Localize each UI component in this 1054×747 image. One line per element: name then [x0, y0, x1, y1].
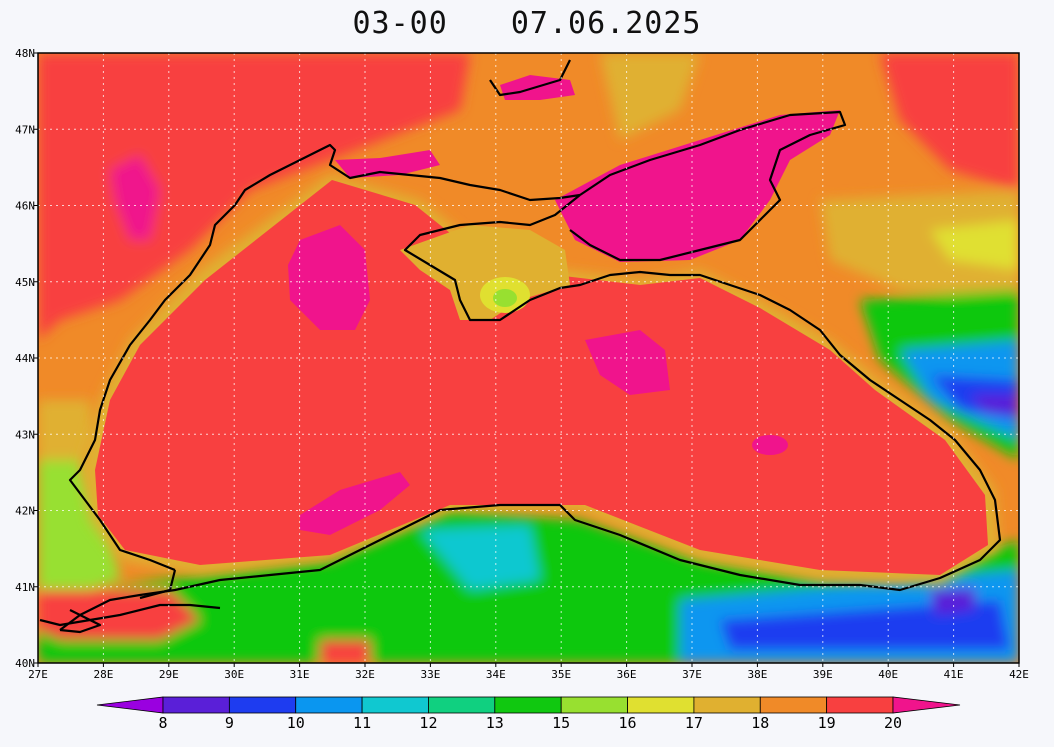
lon-tick-label: 27E [28, 668, 48, 681]
lon-tick-label: 36E [617, 668, 637, 681]
lon-tick-label: 33E [420, 668, 440, 681]
land-field-west-yellow [38, 400, 95, 470]
lon-tick-label: 29E [159, 668, 179, 681]
lat-tick-label: 44N [15, 352, 35, 365]
lat-tick-label: 40N [15, 657, 35, 670]
lon-tick-label: 41E [944, 668, 964, 681]
colorbar-label: 9 [225, 714, 234, 732]
colorbar-bin [693, 696, 761, 714]
colorbar-label: 10 [287, 714, 305, 732]
graticule [38, 53, 1019, 663]
land-field-north-east [880, 53, 1019, 190]
land-field-west-green [38, 460, 120, 600]
map-title: 03-00 07.06.2025 [0, 6, 1054, 41]
lat-tick-label: 47N [15, 123, 35, 136]
lat-tick-label: 43N [15, 428, 35, 441]
land-field-caucasus-yellow [930, 220, 1019, 270]
colorbar-bin [162, 696, 230, 714]
colorbar-bin [228, 696, 297, 714]
lat-tick-label: 48N [15, 47, 35, 60]
latitude-labels: 40N 41N 42N 43N 44N 45N 46N 47N 48N [15, 47, 38, 670]
title-time: 03-00 [352, 6, 448, 41]
land-field-south-red [320, 640, 370, 663]
colorbar-bin [494, 696, 562, 714]
land-field-yellow-north [600, 53, 700, 140]
colorbar-low-arrow [96, 696, 164, 714]
colorbar-bin [295, 696, 363, 714]
colorbar-label: 19 [818, 714, 836, 732]
colorbar-label: 12 [419, 714, 437, 732]
lon-tick-label: 38E [747, 668, 767, 681]
longitude-labels: 27E 28E 29E 30E 31E 32E 33E 34E 35E 36E 37E 38E 39E 4… [28, 663, 1029, 681]
lat-tick-label: 41N [15, 581, 35, 594]
colorbar-bin [759, 696, 828, 714]
lon-tick-label: 31E [290, 668, 310, 681]
lon-tick-label: 39E [813, 668, 833, 681]
lon-tick-label: 42E [1009, 668, 1029, 681]
crimea-green [493, 289, 517, 307]
colorbar-label: 20 [884, 714, 902, 732]
colorbar-bin [361, 696, 429, 714]
title-date: 07.06.2025 [510, 6, 702, 41]
colorbar-label: 11 [353, 714, 371, 732]
colorbar-bin [560, 696, 628, 714]
lat-tick-label: 46N [15, 200, 35, 213]
colorbar-label: 18 [751, 714, 769, 732]
land-field-anatolia-cyan [420, 525, 540, 590]
lon-tick-label: 35E [551, 668, 571, 681]
sea-pink-east [752, 435, 788, 455]
lon-tick-label: 28E [93, 668, 113, 681]
colorbar-label: 17 [685, 714, 703, 732]
sea-pink-center [585, 330, 670, 395]
sea-pink-west [288, 225, 370, 330]
lat-tick-label: 45N [15, 276, 35, 289]
colorbar-bin [826, 696, 894, 714]
lat-tick-label: 42N [15, 505, 35, 518]
land-field-caucasus [820, 190, 1019, 300]
lon-tick-label: 34E [486, 668, 506, 681]
colorbar-bin [428, 696, 496, 714]
land-field-north-west [38, 53, 470, 340]
colorbar-label: 16 [619, 714, 637, 732]
lon-tick-label: 30E [224, 668, 244, 681]
coastline [39, 59, 1002, 634]
colorbar-label: 15 [552, 714, 570, 732]
colorbar-high-arrow [892, 696, 961, 714]
liman-pink [335, 150, 440, 178]
colorbar-label: 8 [158, 714, 167, 732]
lon-tick-label: 32E [355, 668, 375, 681]
land-field-east-purple [970, 395, 1019, 415]
land-field-pink-west [110, 155, 160, 240]
land-field-anatolia-purple [930, 588, 975, 615]
lon-tick-label: 40E [878, 668, 898, 681]
sea-pink-south [300, 472, 410, 535]
colorbar-label: 13 [486, 714, 504, 732]
lon-tick-label: 37E [682, 668, 702, 681]
azov-sea-field [555, 110, 840, 262]
colorbar-bin [627, 696, 695, 714]
